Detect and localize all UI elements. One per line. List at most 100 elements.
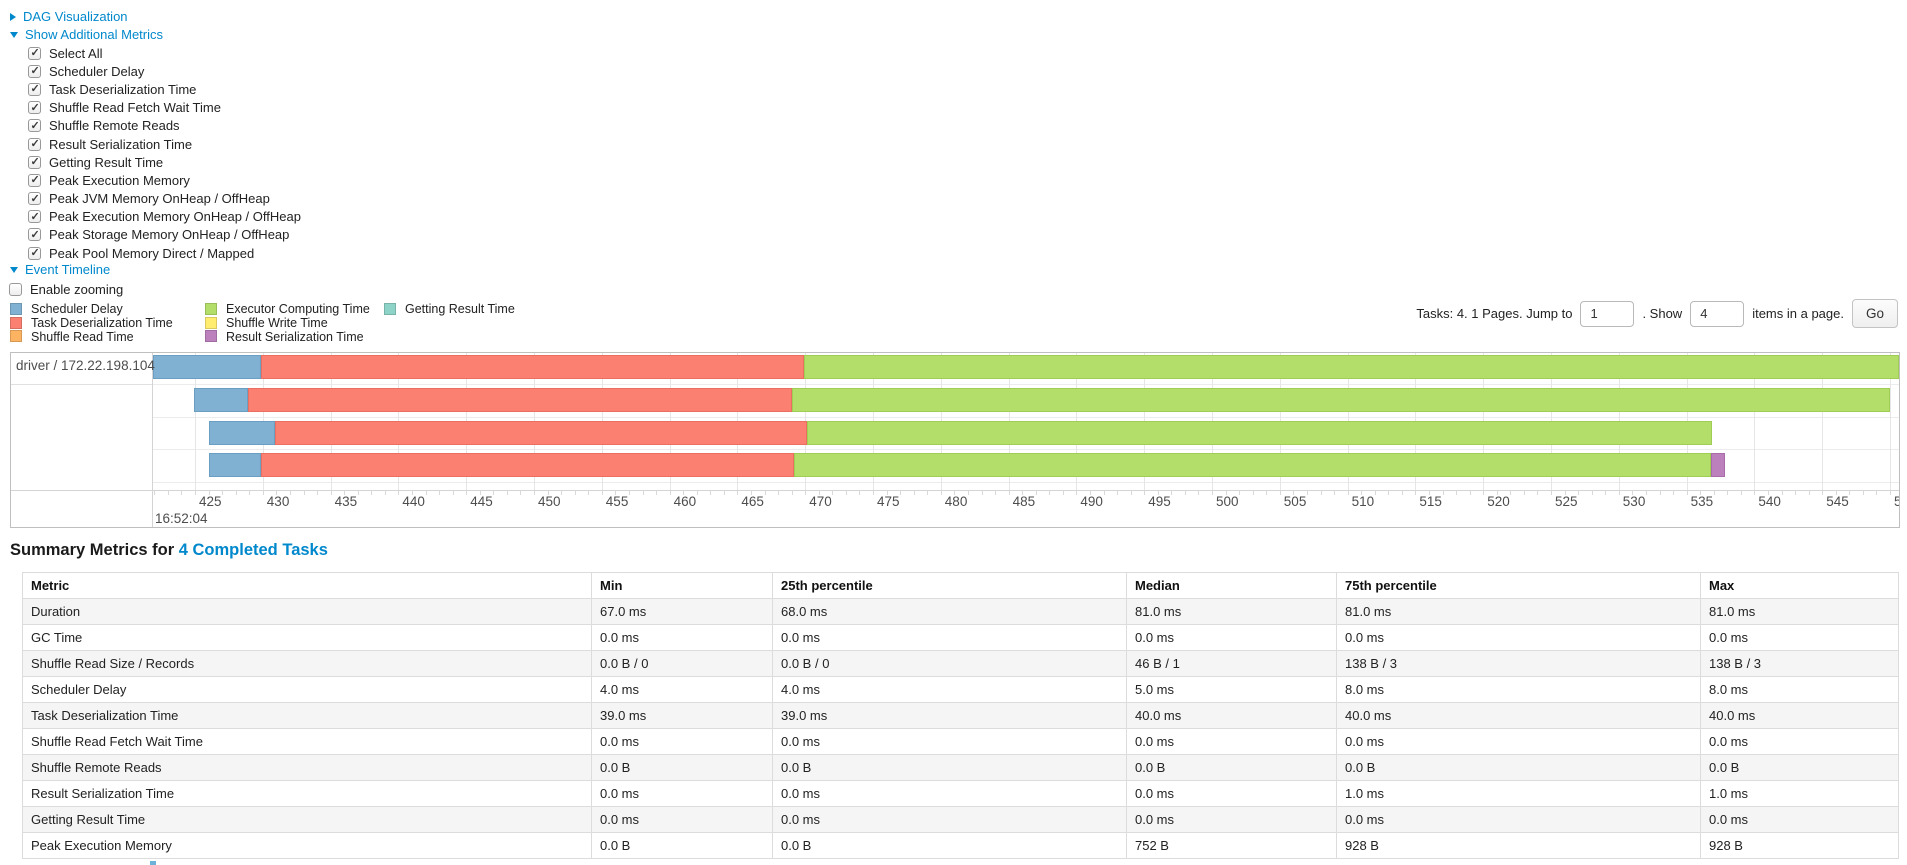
metric-checkbox[interactable] (28, 246, 41, 260)
legend-swatch (10, 302, 22, 315)
metric-checkbox[interactable] (28, 46, 41, 60)
metric-checkbox[interactable] (28, 228, 41, 242)
task-bar-executor_computing[interactable] (803, 355, 1899, 379)
metric-checkbox-label: Peak Storage Memory OnHeap / OffHeap (49, 227, 290, 243)
show-text: . Show (1642, 306, 1683, 321)
metric-value-cell: 5.0 ms (1126, 676, 1337, 703)
jump-to-page-input[interactable] (1580, 300, 1635, 327)
axis-minor-tick (1483, 490, 1485, 495)
task-bar-task_deserialization[interactable] (261, 355, 804, 379)
metric-checkbox-label: Select All (49, 45, 103, 61)
axis-minor-tick (1130, 490, 1132, 495)
axis-minor-tick (1822, 490, 1824, 495)
metric-value-cell: 0.0 B (591, 754, 773, 781)
task-bar-result_serialization[interactable] (1711, 453, 1725, 477)
axis-minor-tick (534, 490, 535, 495)
metric-checkbox-label: Peak JVM Memory OnHeap / OffHeap (49, 191, 270, 207)
event-timeline-toggle[interactable]: Event Timeline (10, 261, 110, 278)
task-bar-scheduler_delay[interactable] (193, 388, 248, 412)
axis-minor-tick (615, 490, 617, 495)
metric-checkbox[interactable] (28, 192, 41, 206)
axis-minor-tick (967, 490, 969, 495)
metric-value-cell: 0.0 ms (772, 728, 1127, 755)
event-timeline-chart: 425 430 435 440 445 450 455 460 465 470 475 480 485 4… (10, 352, 1900, 528)
metric-value-cell: 46 B / 1 (1126, 650, 1337, 677)
go-button[interactable]: Go (1851, 299, 1898, 328)
task-bar-executor_computing[interactable] (791, 388, 1890, 412)
axis-minor-tick (818, 490, 820, 495)
tasks-count-text: Tasks: 4. 1 Pages. Jump to (1416, 306, 1573, 321)
metric-name-cell: Scheduler Delay (22, 676, 592, 703)
metric-value-cell: 0.0 ms (1336, 624, 1701, 651)
axis-minor-tick (1591, 490, 1593, 495)
axis-minor-tick (1808, 490, 1810, 495)
axis-minor-tick (1347, 490, 1349, 495)
axis-minor-tick (1605, 490, 1607, 495)
metric-checkbox[interactable] (28, 173, 41, 187)
task-bar-executor_computing[interactable] (806, 421, 1713, 445)
metric-value-cell: 0.0 B (591, 832, 773, 859)
axis-minor-tick (574, 490, 576, 495)
completed-tasks-link[interactable]: 4 Completed Tasks (178, 541, 328, 559)
axis-minor-tick (1022, 490, 1024, 495)
task-bar-scheduler_delay[interactable] (208, 453, 262, 477)
chevron-down-icon (10, 266, 18, 273)
axis-minor-tick (398, 490, 400, 495)
legend-entry: Result Serialization Time (205, 330, 370, 344)
dag-visualization-label: DAG Visualization (23, 9, 128, 24)
metric-checkbox[interactable] (28, 137, 41, 151)
axis-tick-label: 495 (1148, 494, 1171, 509)
metric-value-cell: 0.0 ms (1700, 624, 1899, 651)
dag-visualization-toggle[interactable]: DAG Visualization (10, 8, 128, 25)
metric-value-cell: 8.0 ms (1336, 676, 1701, 703)
axis-minor-tick (1659, 490, 1661, 495)
metric-checkbox[interactable] (28, 210, 41, 224)
items-per-page-input[interactable] (1690, 300, 1745, 327)
axis-minor-tick (1117, 490, 1119, 495)
task-bar-scheduler_delay[interactable] (208, 421, 275, 445)
axis-minor-tick (208, 490, 210, 495)
summary-table-row: Duration 67.0 ms 68.0 ms 81.0 ms 81.0 ms 81.0… (22, 598, 1899, 625)
axis-minor-tick (371, 490, 373, 495)
axis-minor-tick (344, 490, 346, 495)
metric-checkbox[interactable] (28, 64, 41, 78)
axis-gridline (1822, 353, 1824, 490)
axis-minor-tick (683, 490, 685, 495)
axis-minor-tick (723, 490, 725, 495)
metric-value-cell: 0.0 ms (1126, 806, 1337, 833)
metric-value-cell: 0.0 ms (591, 780, 773, 807)
axis-minor-tick (1334, 490, 1335, 495)
summary-title-prefix: Summary Metrics for (10, 541, 179, 559)
legend-label: Getting Result Time (405, 301, 515, 316)
summary-header-cell: Max (1700, 572, 1899, 599)
metric-checkbox[interactable] (28, 101, 41, 115)
metric-checkbox[interactable] (28, 82, 41, 96)
task-bar-task_deserialization[interactable] (247, 388, 792, 412)
metric-checkbox-row: Task Deserialization Time (28, 80, 301, 98)
metric-checkbox[interactable] (28, 155, 41, 169)
axis-minor-tick (954, 490, 956, 495)
axis-tick-label: 435 (334, 494, 358, 509)
task-bar-task_deserialization[interactable] (275, 421, 807, 445)
metric-name-cell: GC Time (22, 624, 592, 651)
axis-minor-tick (1767, 490, 1769, 495)
metric-value-cell: 0.0 ms (1126, 780, 1337, 807)
metric-checkbox-row: Peak Pool Memory Direct / Mapped (28, 244, 301, 262)
metric-value-cell: 0.0 ms (1126, 624, 1337, 651)
metric-checkbox[interactable] (28, 119, 41, 133)
metric-value-cell: 1.0 ms (1700, 780, 1899, 807)
show-additional-metrics-toggle[interactable]: Show Additional Metrics (10, 26, 163, 43)
axis-tick-label: 465 (741, 494, 764, 509)
metric-value-cell: 138 B / 3 (1700, 650, 1899, 677)
task-bar-executor_computing[interactable] (794, 453, 1711, 477)
task-bar-task_deserialization[interactable] (261, 453, 795, 477)
task-bar-scheduler_delay[interactable] (152, 355, 262, 379)
enable-zooming-checkbox[interactable] (9, 282, 22, 296)
metric-value-cell: 0.0 ms (591, 624, 773, 651)
metric-value-cell: 0.0 ms (1336, 806, 1701, 833)
axis-minor-tick (927, 490, 929, 495)
axis-minor-tick (1551, 490, 1552, 495)
metric-checkbox-label: Getting Result Time (49, 154, 164, 170)
axis-minor-tick (940, 490, 942, 495)
metric-checkbox-row: Shuffle Read Fetch Wait Time (28, 99, 301, 117)
